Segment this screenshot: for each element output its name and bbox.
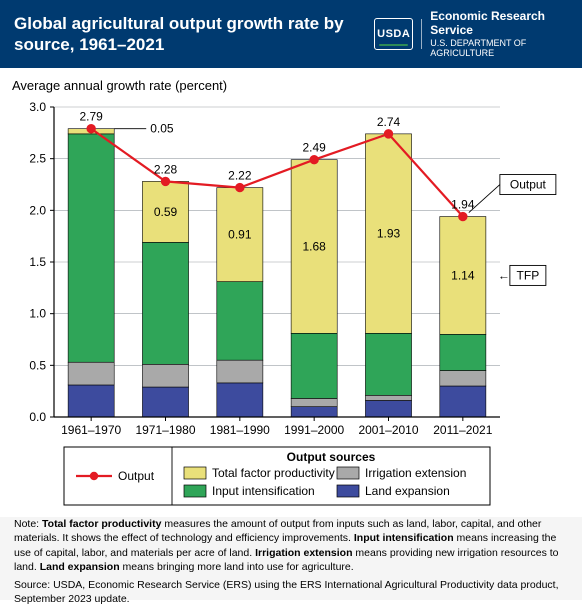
svg-text:0.59: 0.59 xyxy=(154,205,178,219)
svg-text:0.0: 0.0 xyxy=(29,410,46,424)
svg-text:1981–1990: 1981–1990 xyxy=(210,423,270,437)
logo-line1: Economic Research Service xyxy=(430,10,568,38)
svg-text:1.0: 1.0 xyxy=(29,307,46,321)
logo-separator xyxy=(421,19,422,49)
svg-text:1.94: 1.94 xyxy=(451,198,475,212)
svg-text:1961–1970: 1961–1970 xyxy=(61,423,121,437)
svg-text:Land expansion: Land expansion xyxy=(365,484,450,498)
svg-text:3.0: 3.0 xyxy=(29,100,46,114)
svg-text:Total factor productivity: Total factor productivity xyxy=(212,466,335,480)
svg-text:0.05: 0.05 xyxy=(150,122,174,136)
svg-text:Irrigation extension: Irrigation extension xyxy=(365,466,466,480)
chart-svg: 0.0 0.5 1.0 1.5 2.0 2.5 3.0 1961–1970 1971–1980 1… xyxy=(12,97,570,517)
svg-text:1.93: 1.93 xyxy=(377,227,401,241)
logo-line2: U.S. DEPARTMENT OF AGRICULTURE xyxy=(430,38,568,59)
chart-subtitle: Average annual growth rate (percent) xyxy=(12,78,570,93)
usda-logo: USDA Economic Research Service U.S. DEPA… xyxy=(374,10,568,58)
usda-mark-icon: USDA xyxy=(374,18,413,50)
header: Global agricultural output growth rate b… xyxy=(0,0,582,68)
svg-text:1.68: 1.68 xyxy=(302,240,326,254)
svg-text:2011–2021: 2011–2021 xyxy=(433,423,493,437)
svg-text:1.5: 1.5 xyxy=(29,255,46,269)
svg-text:2.49: 2.49 xyxy=(302,141,326,155)
chart-title: Global agricultural output growth rate b… xyxy=(14,13,374,56)
svg-text:2.5: 2.5 xyxy=(29,152,46,166)
chart-area: Average annual growth rate (percent) 0.0… xyxy=(0,68,582,517)
svg-text:2.28: 2.28 xyxy=(154,163,178,177)
svg-text:←: ← xyxy=(498,269,510,283)
svg-text:2.79: 2.79 xyxy=(79,110,103,124)
svg-text:2001–2010: 2001–2010 xyxy=(358,423,418,437)
source-text: Source: USDA, Economic Research Service … xyxy=(0,578,582,616)
svg-text:2.22: 2.22 xyxy=(228,169,252,183)
svg-text:Output: Output xyxy=(118,469,155,483)
svg-text:0.91: 0.91 xyxy=(228,228,252,242)
svg-text:Input intensification: Input intensification xyxy=(212,484,315,498)
svg-text:TFP: TFP xyxy=(517,269,540,283)
svg-text:Output: Output xyxy=(510,178,547,192)
svg-text:1991–2000: 1991–2000 xyxy=(284,423,344,437)
usda-chart-card: Global agricultural output growth rate b… xyxy=(0,0,582,600)
svg-text:0.5: 0.5 xyxy=(29,359,46,373)
svg-text:2.0: 2.0 xyxy=(29,204,46,218)
svg-text:Output sources: Output sources xyxy=(287,450,376,464)
note-text: Note: Total factor productivity measures… xyxy=(0,517,582,578)
chart-plot: 0.0 0.5 1.0 1.5 2.0 2.5 3.0 1961–1970 1971–1980 1… xyxy=(12,97,570,517)
svg-text:1.14: 1.14 xyxy=(451,269,475,283)
svg-text:1971–1980: 1971–1980 xyxy=(135,423,195,437)
logo-text: Economic Research Service U.S. DEPARTMEN… xyxy=(430,10,568,58)
svg-text:2.74: 2.74 xyxy=(377,115,401,129)
